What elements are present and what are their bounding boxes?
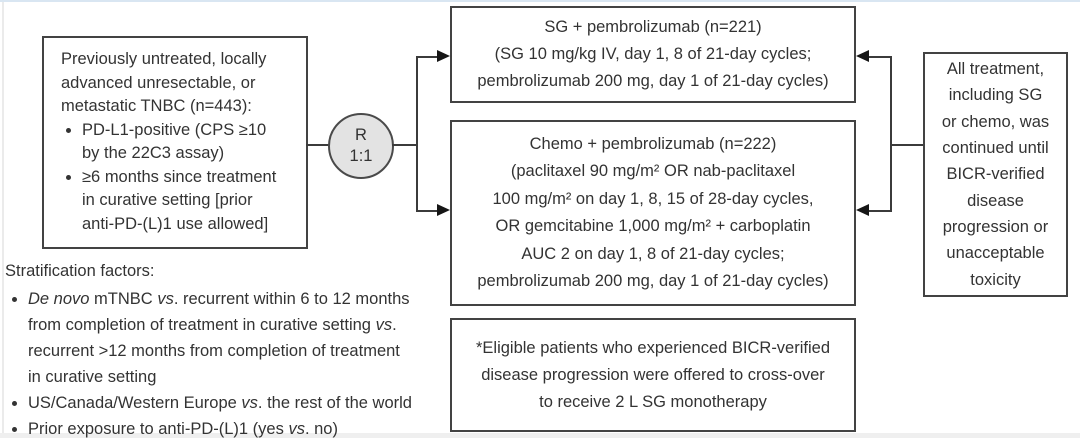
branch-vertical-line-left [416, 56, 418, 212]
stratification-bullet-list: De novo mTNBC vs. recurrent within 6 to … [5, 286, 475, 438]
connector-circle-to-branch [392, 144, 418, 146]
arrowhead-into-chemo-box-right [856, 204, 869, 216]
eligibility-bullet-list: PD-L1-positive (CPS ≥10 by the 22C3 assa… [61, 119, 296, 237]
arrowhead-into-chemo-box [437, 204, 450, 216]
page-edge-bottom [0, 433, 1080, 438]
arrowhead-into-sg-box [437, 50, 450, 62]
page-edge-left [2, 2, 4, 433]
eligibility-box: Previously untreated, locally advanced u… [42, 36, 308, 249]
randomization-ratio: 1:1 [349, 147, 373, 165]
branch-vertical-line-right [890, 56, 892, 212]
branch-to-sg-line [416, 56, 438, 58]
eligibility-intro: Previously untreated, locally advanced u… [61, 50, 267, 115]
randomization-circle: R 1:1 [328, 113, 394, 179]
duration-to-sg-line [869, 56, 892, 58]
stratification-bullet-region: US/Canada/Western Europe vs. the rest of… [28, 390, 475, 416]
eligibility-bullet-pdl1: PD-L1-positive (CPS ≥10 by the 22C3 assa… [82, 119, 296, 166]
crossover-note-box: *Eligible patients who experienced BICR-… [450, 318, 856, 432]
stratification-bullet-denovo: De novo mTNBC vs. recurrent within 6 to … [28, 286, 475, 390]
randomization-letter: R [355, 126, 367, 144]
eligibility-bullet-months: ≥6 months since treatment in curative se… [82, 166, 296, 237]
arm-chemo-box: Chemo + pembrolizumab (n=222) (paclitaxe… [450, 120, 856, 306]
arm-sg-box: SG + pembrolizumab (n=221) (SG 10 mg/kg … [450, 6, 856, 103]
arm-chemo-text: Chemo + pembrolizumab (n=222) (paclitaxe… [477, 134, 829, 291]
branch-to-chemo-line [416, 210, 438, 212]
stratification-bullet-prior-exposure: Prior exposure to anti-PD-(L)1 (yes vs. … [28, 416, 475, 438]
stratification-section: Stratification factors: De novo mTNBC vs… [5, 259, 475, 438]
treatment-duration-text: All treatment, including SG or chemo, wa… [941, 60, 1050, 289]
connector-eligibility-to-circle [306, 144, 330, 146]
treatment-duration-box: All treatment, including SG or chemo, wa… [923, 52, 1068, 297]
connector-duration-stub [891, 144, 923, 146]
crossover-note-text: *Eligible patients who experienced BICR-… [475, 338, 831, 411]
page-edge-top [0, 0, 1080, 2]
arrowhead-into-sg-box-right [856, 50, 869, 62]
arm-sg-text: SG + pembrolizumab (n=221) (SG 10 mg/kg … [477, 18, 829, 90]
duration-to-chemo-line [869, 210, 892, 212]
stratification-title: Stratification factors: [5, 262, 155, 280]
